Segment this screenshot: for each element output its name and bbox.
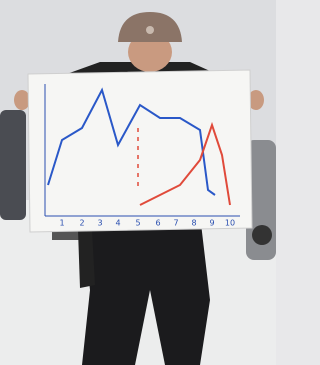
axis-label: 5 xyxy=(135,219,140,228)
axis-label: 2 xyxy=(79,219,84,228)
axis-label: 9 xyxy=(209,219,214,228)
paper xyxy=(28,70,252,232)
axis-label: 10 xyxy=(225,219,235,228)
hat-pattern xyxy=(146,26,154,34)
axis-label: 7 xyxy=(173,219,178,228)
car-wheel xyxy=(252,225,272,245)
photo: 1 2 3 4 5 6 7 8 9 10 xyxy=(0,0,276,365)
bag xyxy=(78,230,95,288)
axis-label: 1 xyxy=(59,219,64,228)
left-hand xyxy=(14,90,30,110)
axis-label: 3 xyxy=(97,219,102,228)
axis-label: 8 xyxy=(191,219,196,228)
axis-label: 4 xyxy=(115,219,120,228)
axis-label: 6 xyxy=(155,219,160,228)
car-left xyxy=(0,110,26,220)
